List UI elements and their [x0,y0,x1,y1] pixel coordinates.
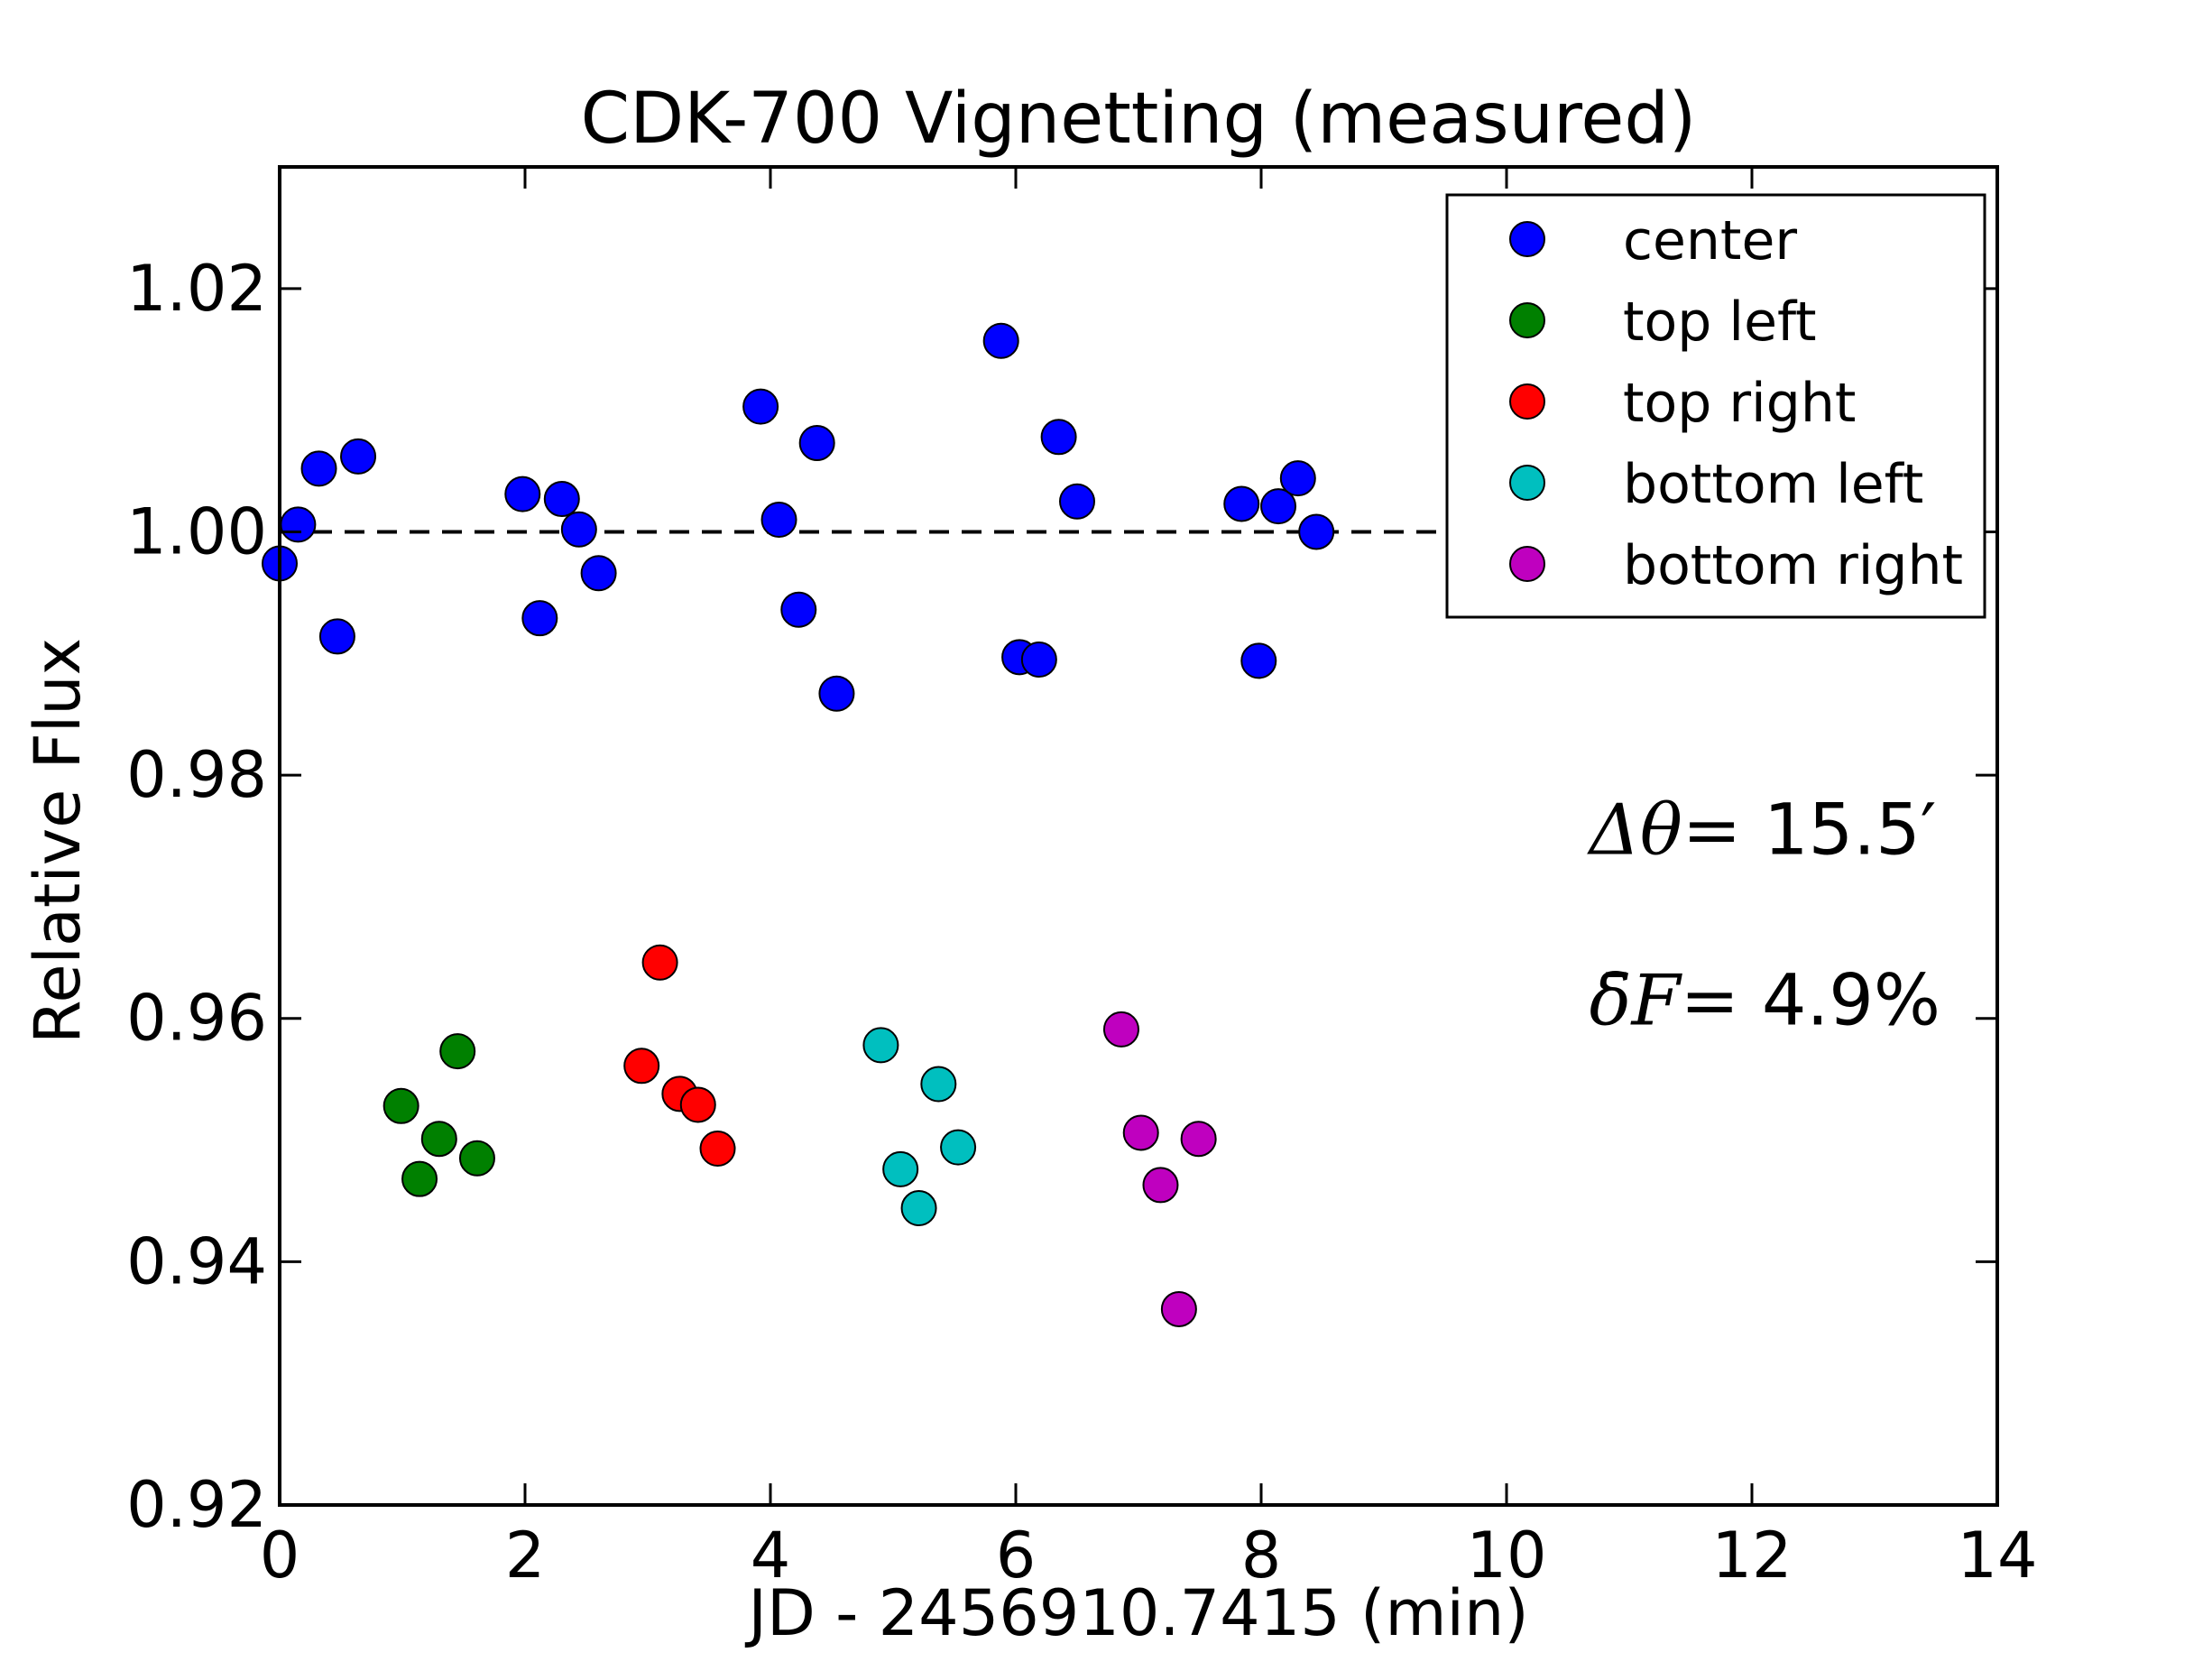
data-point-center [1298,513,1335,550]
data-point-bottom-left [920,1066,957,1103]
x-axis-label: JD - 2456910.7415 (min) [744,1576,1528,1650]
data-point-top-left [439,1033,476,1070]
data-point-center [982,322,1019,359]
legend-marker-top-right [1509,383,1545,420]
data-point-center [818,675,855,712]
data-point-center [280,506,317,543]
data-point-bottom-left [862,1027,899,1064]
data-point-center [1020,642,1057,679]
data-point-center [560,511,597,548]
data-point-center [504,475,541,512]
x-tick-label: 8 [1241,1519,1282,1593]
chart-title: CDK-700 Vignetting (measured) [581,78,1697,160]
data-point-center [1040,419,1077,456]
legend-label-bottom-left: bottom left [1623,453,1923,516]
data-point-bottom-right [1160,1290,1197,1327]
data-point-center [1260,488,1297,525]
x-tick-label: 0 [260,1519,300,1593]
data-point-bottom-left [900,1190,937,1227]
data-point-center [1223,485,1260,522]
y-tick-label: 0.98 [126,738,267,812]
data-point-center [340,438,377,475]
data-point-center [300,450,337,487]
data-point-bottom-left [882,1150,919,1187]
data-point-top-left [382,1087,419,1124]
legend-marker-bottom-right [1509,546,1545,582]
legend: center top left top right bottom left bottom… [1445,193,1986,619]
x-tick-label: 14 [1957,1519,2037,1593]
stat-annotation: δ̄F= 4.9% [1590,960,1940,1041]
x-tick-label: 6 [996,1519,1037,1593]
legend-label-center: center [1623,209,1797,272]
data-point-center [1240,642,1277,679]
stat-annotation-symbol: Δθ= [1587,790,1764,872]
data-point-top-left [401,1160,438,1197]
stat-annotation-value: 4.9% [1762,960,1940,1041]
stat-annotation-symbol: δ̄F= [1590,960,1762,1041]
x-tick-label: 10 [1466,1519,1546,1593]
y-tick-label: 1.02 [126,252,267,326]
stat-annotation: Δθ= 15.5′ [1587,790,1937,872]
data-point-top-right [699,1130,736,1167]
data-point-center [543,481,580,518]
data-point-top-left [458,1140,495,1177]
y-tick-label: 0.94 [126,1224,267,1298]
data-point-center [580,555,617,592]
data-point-bottom-right [1180,1121,1217,1158]
legend-marker-center [1509,221,1545,257]
stat-annotation-value: 15.5′ [1764,790,1936,872]
legend-label-top-left: top left [1623,291,1817,354]
data-point-center [798,425,835,462]
legend-marker-top-left [1509,302,1545,338]
data-point-center [742,388,779,425]
data-point-top-right [679,1086,716,1123]
data-point-center [521,600,558,637]
data-point-top-left [420,1121,457,1158]
legend-label-bottom-right: bottom right [1623,534,1963,597]
data-point-bottom-right [1142,1167,1179,1204]
x-tick-label: 4 [751,1519,791,1593]
data-point-bottom-right [1102,1011,1139,1048]
x-tick-label: 12 [1711,1519,1792,1593]
data-point-top-right [623,1048,660,1085]
y-tick-label: 0.96 [126,982,267,1056]
data-point-top-right [641,944,678,981]
data-point-center [318,618,355,655]
data-point-center [760,501,797,538]
data-point-center [1059,483,1095,520]
plot-area-frame [278,165,1999,1507]
y-tick-label: 1.00 [126,494,267,568]
y-tick-label: 0.92 [126,1468,267,1542]
data-point-bottom-right [1122,1114,1159,1151]
legend-label-top-right: top right [1623,372,1856,435]
y-axis-label: Relative Flux [21,638,95,1044]
x-tick-label: 2 [505,1519,546,1593]
data-point-center [780,591,817,628]
data-point-center [1279,460,1316,497]
legend-marker-bottom-left [1509,465,1545,501]
data-point-bottom-left [940,1129,977,1166]
